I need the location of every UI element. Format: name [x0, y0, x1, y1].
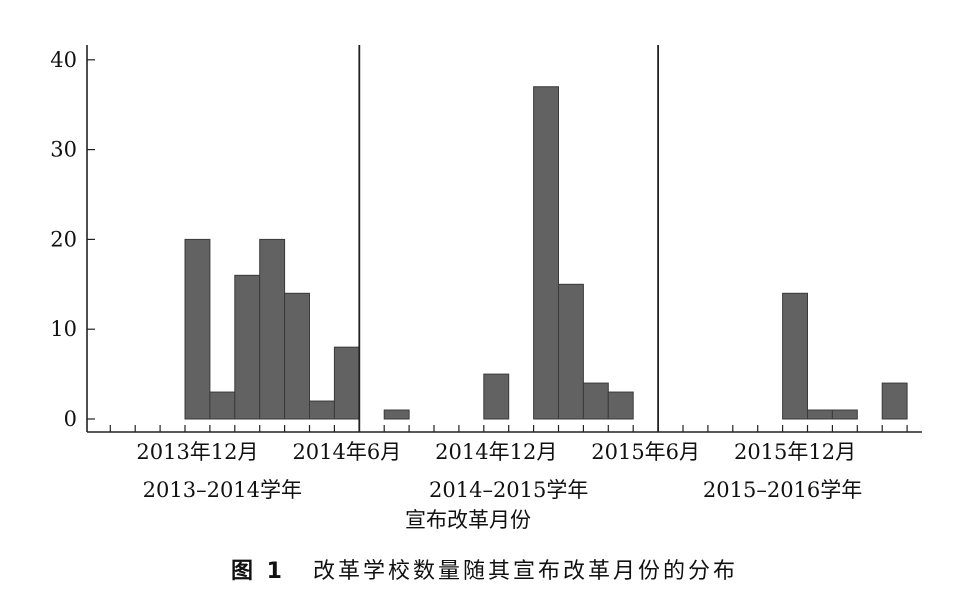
- x-axis-title: 宣布改革月份: [405, 508, 531, 532]
- bar-2015-05: [607, 391, 634, 420]
- x-tick-label-2015-06: 2015年6月: [591, 440, 700, 464]
- x-tick-labels-group: 2013年12月 2014年6月 2014年12月 2015年6月 2015年12月: [136, 440, 856, 464]
- school-year-labels-group: 2013–2014学年 2014–2015学年 2015–2016学年: [143, 478, 863, 502]
- y-tick-label-20: 20: [50, 227, 77, 251]
- x-ticks-group: [109, 425, 908, 432]
- bar-2014-02: [234, 274, 261, 420]
- bar-2016-04: [881, 382, 908, 420]
- bar-2015-04: [582, 382, 609, 420]
- y-tick-label-10: 10: [50, 317, 77, 341]
- x-tick-label-2015-12: 2015年12月: [734, 440, 856, 464]
- bar-2014-01: [209, 391, 236, 420]
- bar-2014-08: [383, 409, 410, 420]
- caption-number: 图 1: [231, 559, 285, 584]
- figure-caption: 图 1 改革学校数量随其宣布改革月份的分布: [0, 553, 969, 585]
- x-tick-label-2014-06: 2014年6月: [292, 440, 401, 464]
- y-ticks-group: 0 10 20 30 40: [50, 48, 95, 431]
- y-tick-label-40: 40: [50, 48, 77, 72]
- bar-2013-12: [184, 238, 211, 420]
- y-tick-label-0: 0: [64, 407, 77, 431]
- bar-2014-04: [284, 292, 311, 420]
- bar-2014-06: [333, 346, 360, 420]
- school-year-label-2015-07: 2015–2016学年: [703, 478, 862, 502]
- caption-text: 改革学校数量随其宣布改革月份的分布: [312, 559, 738, 584]
- bar-2016-02: [831, 409, 858, 420]
- y-tick-label-30: 30: [50, 138, 77, 162]
- x-tick-label-2014-12: 2014年12月: [435, 440, 557, 464]
- school-year-label-2013-08: 2013–2014学年: [143, 478, 302, 502]
- bar-2014-03: [259, 238, 286, 420]
- x-tick-label-2013-12: 2013年12月: [136, 440, 258, 464]
- bar-2015-03: [558, 283, 584, 420]
- reference-lines: [358, 45, 659, 432]
- bar-2014-12: [483, 373, 510, 420]
- bar-2015-12: [782, 292, 808, 420]
- school-year-label-2014-07: 2014–2015学年: [429, 478, 588, 502]
- bars-group: [184, 86, 908, 420]
- bar-2014-05: [309, 400, 335, 420]
- bar-2016-01: [807, 409, 833, 420]
- bar-2015-02: [533, 86, 559, 420]
